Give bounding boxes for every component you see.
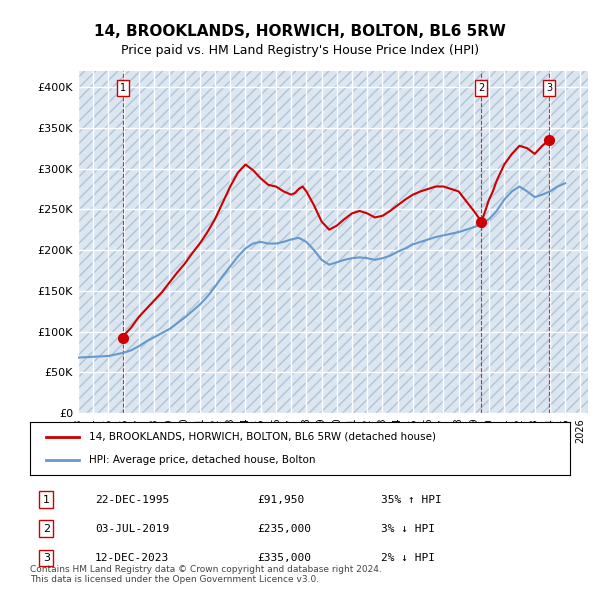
Text: £335,000: £335,000 xyxy=(257,553,311,563)
Text: 1: 1 xyxy=(43,494,50,504)
Text: 35% ↑ HPI: 35% ↑ HPI xyxy=(381,494,442,504)
Text: 14, BROOKLANDS, HORWICH, BOLTON, BL6 5RW: 14, BROOKLANDS, HORWICH, BOLTON, BL6 5RW xyxy=(94,24,506,38)
Text: 2% ↓ HPI: 2% ↓ HPI xyxy=(381,553,435,563)
Text: 2: 2 xyxy=(43,524,50,534)
Text: 3: 3 xyxy=(546,83,552,93)
Text: 03-JUL-2019: 03-JUL-2019 xyxy=(95,524,169,534)
Text: HPI: Average price, detached house, Bolton: HPI: Average price, detached house, Bolt… xyxy=(89,455,316,465)
Text: 1: 1 xyxy=(120,83,126,93)
Text: 3: 3 xyxy=(43,553,50,563)
Text: 22-DEC-1995: 22-DEC-1995 xyxy=(95,494,169,504)
Text: £91,950: £91,950 xyxy=(257,494,304,504)
Text: 2: 2 xyxy=(478,83,485,93)
Text: £235,000: £235,000 xyxy=(257,524,311,534)
Text: 12-DEC-2023: 12-DEC-2023 xyxy=(95,553,169,563)
Text: Contains HM Land Registry data © Crown copyright and database right 2024.
This d: Contains HM Land Registry data © Crown c… xyxy=(30,565,382,584)
Text: 14, BROOKLANDS, HORWICH, BOLTON, BL6 5RW (detached house): 14, BROOKLANDS, HORWICH, BOLTON, BL6 5RW… xyxy=(89,432,436,442)
Text: Price paid vs. HM Land Registry's House Price Index (HPI): Price paid vs. HM Land Registry's House … xyxy=(121,44,479,57)
Text: 3% ↓ HPI: 3% ↓ HPI xyxy=(381,524,435,534)
